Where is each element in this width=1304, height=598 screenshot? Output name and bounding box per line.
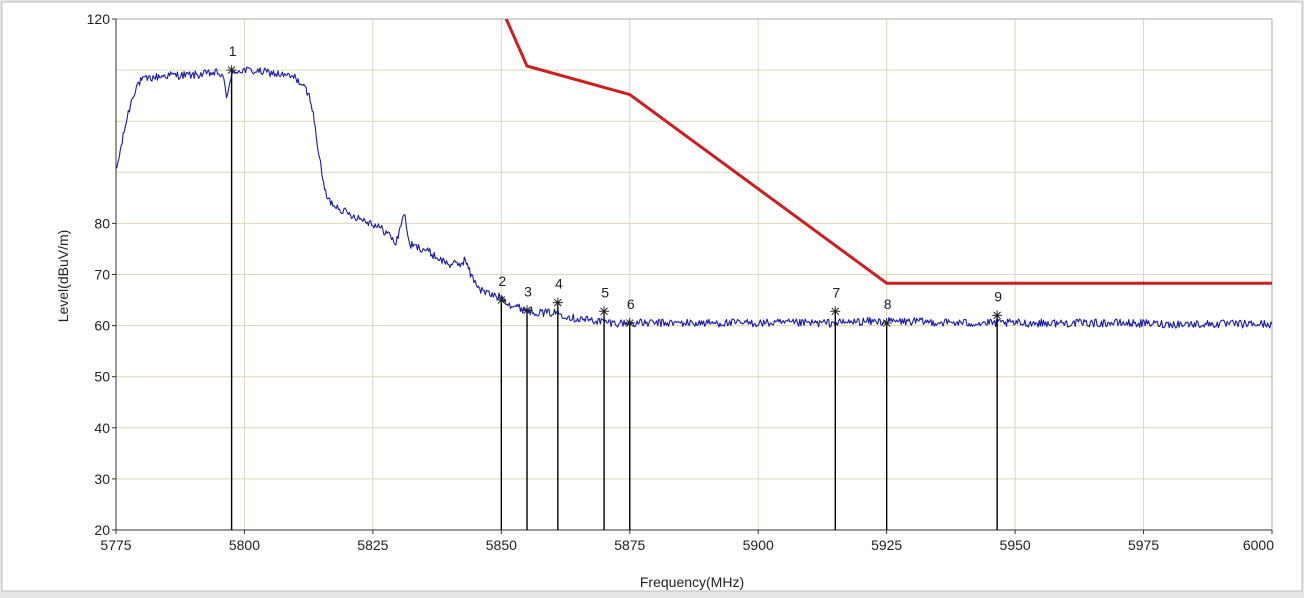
marker-star-icon <box>992 310 1003 321</box>
x-tick-label: 5975 <box>1128 537 1159 553</box>
y-tick-label: 120 <box>87 11 111 27</box>
marker-label: 5 <box>601 284 609 300</box>
measurement-line <box>116 66 1272 329</box>
x-tick-label: 5950 <box>1000 537 1031 553</box>
marker-star-icon <box>226 65 237 76</box>
marker-star-icon <box>881 318 892 329</box>
marker-5: 5 <box>599 284 609 530</box>
x-tick-label: 5825 <box>357 537 388 553</box>
x-tick-label: 5925 <box>871 537 902 553</box>
marker-label: 2 <box>498 273 506 289</box>
marker-star-icon <box>552 297 563 308</box>
x-tick-label: 5800 <box>229 537 260 553</box>
marker-2: 2 <box>496 273 506 530</box>
y-tick-label: 50 <box>94 369 110 385</box>
y-axis-label: Level(dBuV/m) <box>55 230 71 323</box>
x-tick-label: 6000 <box>1243 537 1274 553</box>
y-tick-label: 70 <box>94 267 110 283</box>
marker-label: 3 <box>524 283 532 299</box>
marker-label: 9 <box>994 288 1002 304</box>
limit-line <box>504 19 1272 285</box>
marker-star-icon <box>830 306 841 317</box>
marker-7: 7 <box>830 284 840 530</box>
marker-star-icon <box>599 306 610 317</box>
x-tick-label: 5850 <box>486 537 517 553</box>
marker-label: 4 <box>555 276 563 292</box>
y-tick-label: 40 <box>94 420 110 436</box>
marker-label: 8 <box>884 296 892 312</box>
marker-star-icon <box>624 318 635 329</box>
marker-6: 6 <box>624 296 635 530</box>
marker-3: 3 <box>522 283 532 530</box>
y-tick-label: 80 <box>94 215 110 231</box>
x-tick-label: 5900 <box>743 537 774 553</box>
y-tick-label: 30 <box>94 471 110 487</box>
marker-1: 1 <box>226 43 237 530</box>
marker-star-icon <box>496 295 507 306</box>
marker-4: 4 <box>552 276 563 530</box>
y-tick-label: 20 <box>94 522 110 538</box>
marker-label: 1 <box>229 43 237 59</box>
y-tick-label: 60 <box>94 318 110 334</box>
x-tick-label: 5875 <box>614 537 645 553</box>
marker-star-icon <box>522 305 533 316</box>
marker-8: 8 <box>881 296 892 530</box>
x-axis-label: Frequency(MHz) <box>640 574 744 590</box>
marker-label: 7 <box>832 284 840 300</box>
marker-9: 9 <box>992 288 1002 530</box>
marker-label: 6 <box>627 296 635 312</box>
x-tick-label: 5775 <box>100 537 131 553</box>
